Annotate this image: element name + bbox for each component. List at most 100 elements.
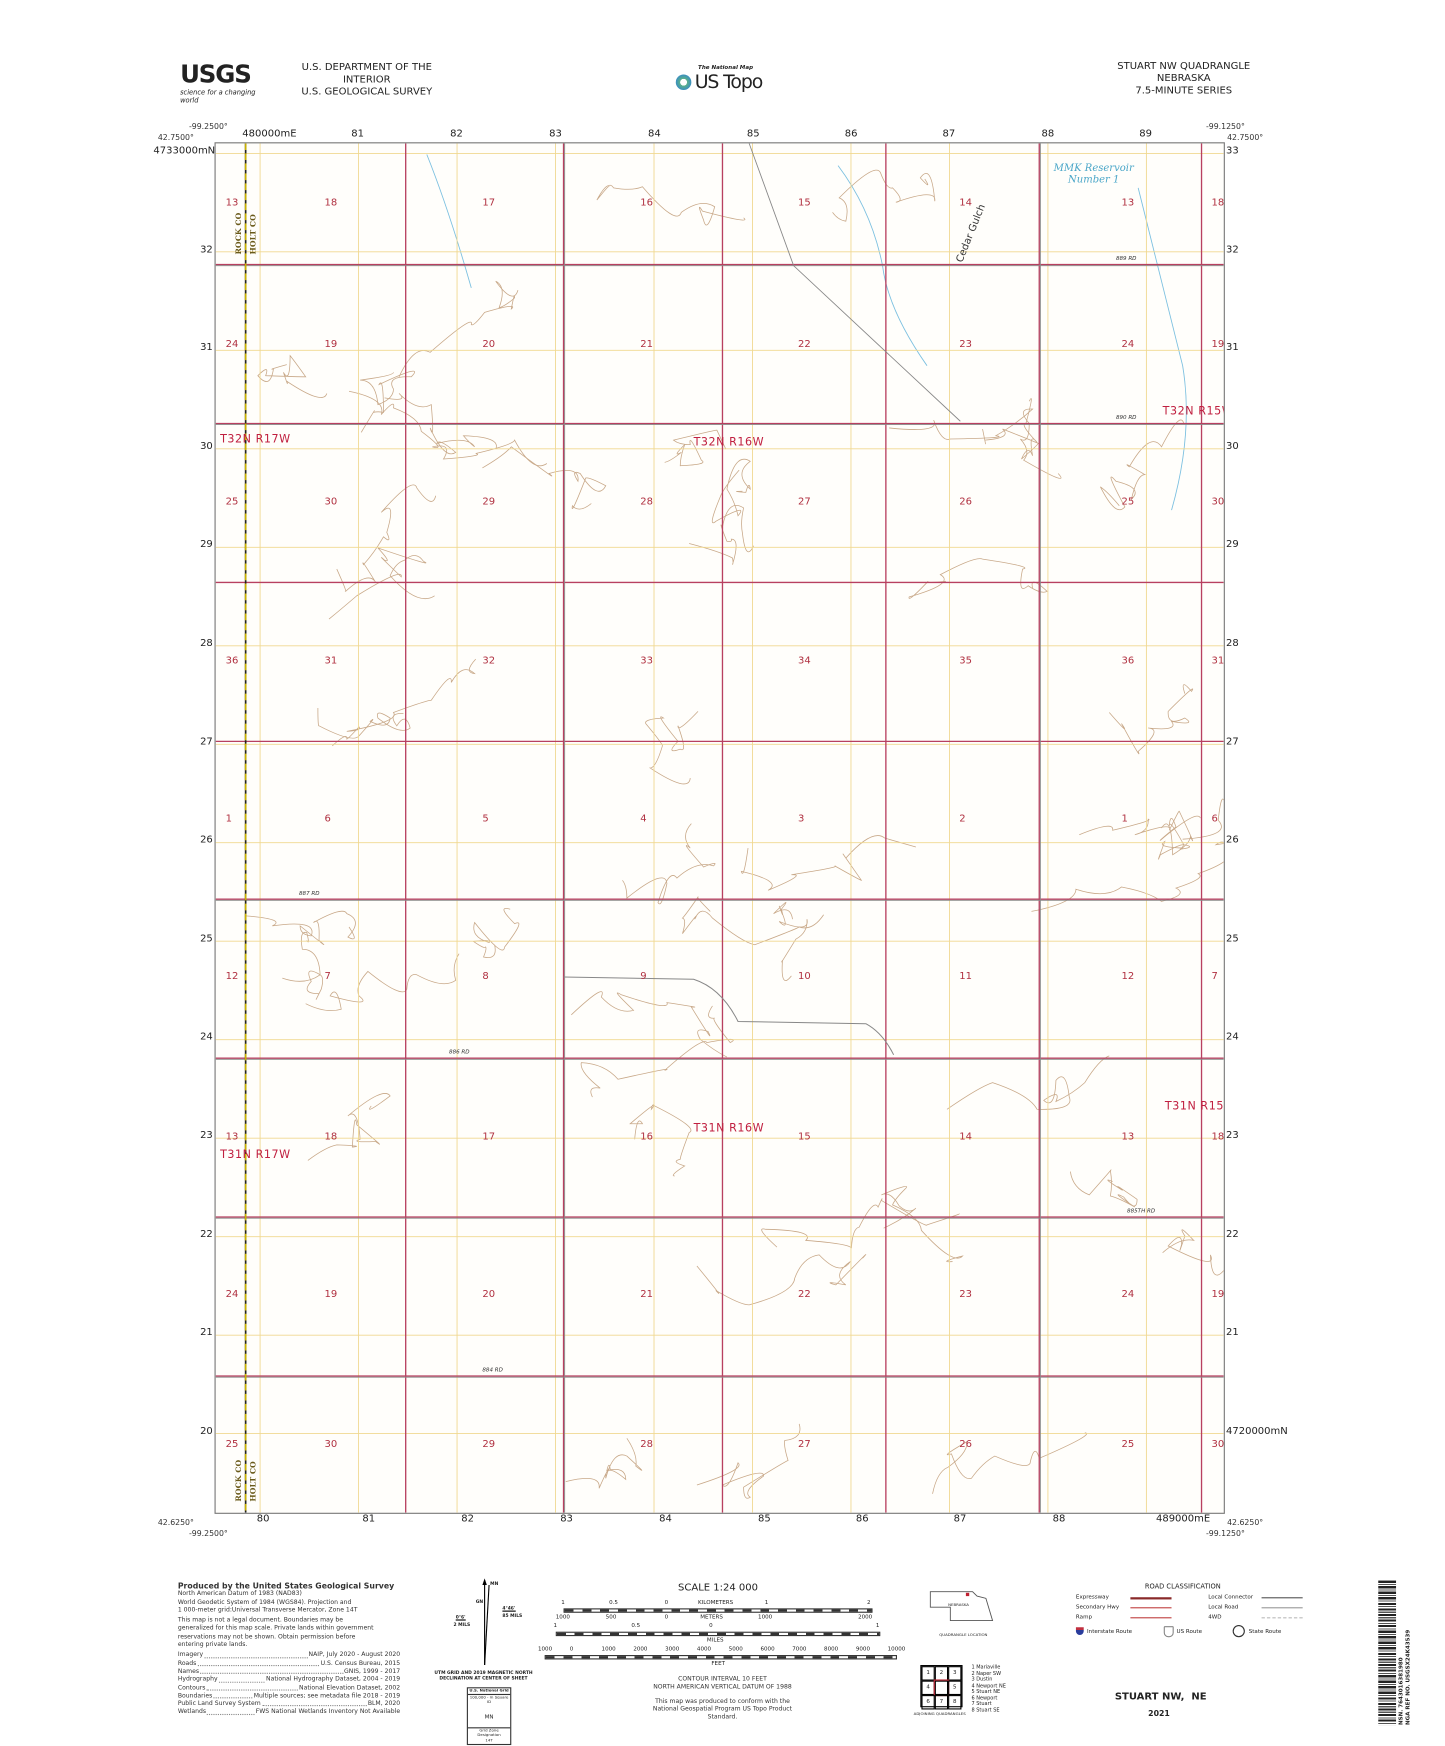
km-tick: 1 xyxy=(561,1599,565,1607)
township-label: T32N R15W xyxy=(1162,405,1224,418)
county-label-west: ROCK CO xyxy=(233,212,244,255)
corner-tl-lat: 42.7500° xyxy=(157,133,194,143)
contour-line xyxy=(305,953,460,1011)
contour-line xyxy=(565,1438,643,1489)
section-number: 26 xyxy=(959,496,972,508)
road-curve xyxy=(563,976,895,1056)
source-label: Names xyxy=(177,1668,200,1675)
northing-label: 23 xyxy=(1225,1130,1239,1142)
section-number: 36 xyxy=(1121,655,1135,667)
section-number: 25 xyxy=(225,1439,239,1451)
miles-label: MILES xyxy=(706,1637,724,1644)
contour-line xyxy=(773,902,808,981)
source-row: Imagery NAIP, July 2020 - August 2020 xyxy=(178,1652,400,1660)
section-number: 7 xyxy=(324,971,331,983)
northing-label: 33 xyxy=(1225,145,1239,157)
section-number: 14 xyxy=(959,1131,972,1143)
corner-bl-lon: -99.2500° xyxy=(188,1529,228,1539)
road-class-label: Local Connector xyxy=(1208,1593,1254,1601)
contour-line xyxy=(629,1104,692,1177)
contour-line xyxy=(982,398,1040,460)
section-number: 19 xyxy=(1211,1289,1225,1301)
corner-br-lon: -99.1250° xyxy=(1205,1529,1245,1539)
easting-label: 87 xyxy=(942,128,956,141)
northing-label: 4733000mN xyxy=(153,145,216,157)
contour-line xyxy=(580,1005,734,1098)
leader-dots xyxy=(261,1701,367,1707)
usng-subtitle: 100,000 - m Square ID xyxy=(469,1694,509,1704)
section-number: 30 xyxy=(324,496,338,508)
adjoining-quad-name: 3 Dustin xyxy=(971,1677,993,1683)
contour-line xyxy=(1158,815,1201,860)
section-number: 34 xyxy=(798,655,811,667)
road-class-label: 4WD xyxy=(1208,1613,1222,1621)
adjoining-cell: 6 xyxy=(921,1695,935,1710)
corner-tr-lat: 42.7500° xyxy=(1227,133,1264,143)
section-number: 1 xyxy=(225,813,233,825)
section-number: 20 xyxy=(482,339,496,351)
section-number: 17 xyxy=(482,197,496,209)
county-label-east: HOLT CO xyxy=(247,214,258,255)
stream xyxy=(1137,187,1187,511)
feet-tick: 8000 xyxy=(824,1646,839,1653)
barcode-text: NSN. 7643016381980 NGA REF NO. USGSX24K4… xyxy=(1398,1581,1411,1725)
contour-line xyxy=(1162,1229,1224,1276)
state-label: NEBRASKA xyxy=(948,1602,969,1608)
leader-dots xyxy=(197,1660,320,1667)
section-number: 13 xyxy=(225,1131,239,1143)
easting-label: 83 xyxy=(560,1513,573,1525)
disclaimer-line: This map is not a legal document. Bounda… xyxy=(177,1617,344,1625)
location-caption: QUADRANGLE LOCATION xyxy=(939,1632,988,1638)
contour-line xyxy=(645,711,699,785)
quadrangle-location: NEBRASKA QUADRANGLE LOCATION xyxy=(928,1587,995,1637)
gn-label: GN xyxy=(475,1598,484,1604)
corner-tl-lon: -99.2500° xyxy=(188,122,228,132)
usng-box: U.S. National Grid 100,000 - m Square ID… xyxy=(466,1687,512,1746)
contour-line xyxy=(908,558,1048,599)
map-frame[interactable]: 13 18 17 16 15 14 13 18 24 19 20 21 22 23 24 19 25 30 29 28… xyxy=(214,142,1225,1514)
leader-dots xyxy=(204,1652,308,1658)
km-tick: 2 xyxy=(866,1599,871,1607)
source-value: National Elevation Dataset, 2002 xyxy=(298,1684,401,1692)
adjoining-quad-name: 7 Stuart xyxy=(971,1701,992,1708)
easting-label: 489000mE xyxy=(1155,1513,1211,1525)
section-number: 26 xyxy=(959,1439,972,1451)
production-notes: Produced by the United States Geological… xyxy=(177,1582,401,1717)
contour-line xyxy=(711,458,751,524)
section-number: 30 xyxy=(324,1439,338,1451)
contour-line xyxy=(1031,841,1224,912)
contour-line xyxy=(1069,1169,1138,1208)
contour-line xyxy=(571,991,728,1058)
series-name: 7.5-MINUTE SERIES xyxy=(1135,85,1233,97)
contour-line xyxy=(257,354,328,398)
source-label: Boundaries xyxy=(177,1692,213,1700)
section-number: 21 xyxy=(640,339,653,351)
feet-tick: 6000 xyxy=(760,1646,775,1653)
source-value: GNIS, 1999 - 2017 xyxy=(344,1668,401,1675)
section-number: 22 xyxy=(798,339,811,351)
adjoining-cell: 8 xyxy=(948,1695,962,1710)
contour-line xyxy=(245,910,356,945)
section-number: 22 xyxy=(798,1289,811,1301)
contour-line xyxy=(740,835,916,891)
source-value: National Hydrography Dataset, 2004 - 201… xyxy=(266,1676,401,1684)
source-value: FWS National Wetlands Inventory Not Avai… xyxy=(255,1708,401,1716)
section-number: 18 xyxy=(324,1131,338,1143)
section-number: 16 xyxy=(640,197,653,209)
kilometer-bar xyxy=(563,1608,873,1613)
road-name: 887 RD xyxy=(298,890,320,897)
contour-line xyxy=(348,390,548,467)
source-label: Imagery xyxy=(177,1652,204,1659)
northing-label: 21 xyxy=(1225,1327,1239,1339)
road-classification-title: ROAD CLASSIFICATION xyxy=(1144,1582,1221,1591)
easting-label: 86 xyxy=(855,1513,869,1525)
leader-dots xyxy=(200,1668,343,1675)
contour-line xyxy=(761,1198,960,1249)
road-class-swatch xyxy=(1130,1597,1172,1600)
map-canvas xyxy=(215,143,1224,1513)
kilometers-label: KILOMETERS xyxy=(698,1599,734,1607)
contour-notes: CONTOUR INTERVAL 10 FEET NORTH AMERICAN … xyxy=(645,1676,801,1722)
northing-label: 31 xyxy=(1225,342,1239,354)
nebraska-outline-icon xyxy=(929,1591,994,1622)
northing-label: 24 xyxy=(1225,1031,1239,1044)
